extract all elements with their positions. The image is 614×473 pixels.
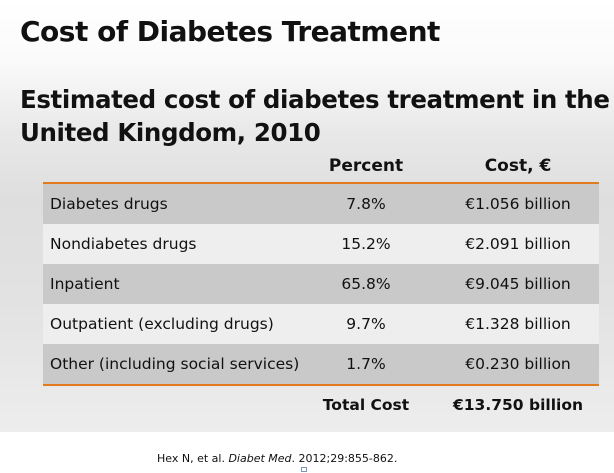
slide-subtitle: Estimated cost of diabetes treatment in …: [20, 85, 610, 147]
row-percent: 65.8%: [341, 275, 391, 293]
table-row: Inpatient 65.8% €9.045 billion: [43, 264, 599, 304]
row-category: Inpatient: [50, 275, 120, 293]
table-header: Percent Cost, €: [43, 153, 599, 184]
column-header-cost: Cost, €: [484, 156, 552, 176]
table-row: Nondiabetes drugs 15.2% €2.091 billion: [43, 224, 599, 264]
total-value: €13.750 billion: [452, 396, 584, 414]
row-category: Outpatient (excluding drugs): [50, 315, 274, 333]
table-row: Other (including social services) 1.7% €…: [43, 344, 599, 386]
total-label: Total Cost: [322, 396, 410, 414]
row-percent: 7.8%: [346, 195, 386, 213]
citation-details: . 2012;29:855-862.: [291, 452, 398, 465]
citation-authors: Hex N, et al.: [157, 452, 225, 465]
row-category: Diabetes drugs: [50, 195, 168, 213]
table-total-row: Total Cost €13.750 billion: [43, 386, 599, 424]
resize-handle[interactable]: [301, 467, 307, 472]
row-percent: 15.2%: [341, 235, 391, 253]
column-header-percent: Percent: [328, 156, 404, 176]
citation: Hex N, et al. Diabet Med. 2012;29:855-86…: [157, 452, 397, 465]
table-row: Outpatient (excluding drugs) 9.7% €1.328…: [43, 304, 599, 344]
slide-title: Cost of Diabetes Treatment: [20, 15, 440, 48]
row-category: Nondiabetes drugs: [50, 235, 197, 253]
table-row: Diabetes drugs 7.8% €1.056 billion: [43, 184, 599, 224]
row-cost: €1.328 billion: [465, 315, 571, 333]
citation-journal: Diabet Med: [228, 452, 292, 465]
row-category: Other (including social services): [50, 355, 300, 373]
row-cost: €1.056 billion: [465, 195, 571, 213]
row-percent: 9.7%: [346, 315, 386, 333]
row-cost: €2.091 billion: [465, 235, 571, 253]
slide: Cost of Diabetes Treatment Estimated cos…: [0, 0, 614, 432]
row-percent: 1.7%: [346, 355, 386, 373]
row-cost: €9.045 billion: [465, 275, 571, 293]
cost-table: Percent Cost, € Diabetes drugs 7.8% €1.0…: [43, 153, 599, 424]
row-cost: €0.230 billion: [465, 355, 571, 373]
